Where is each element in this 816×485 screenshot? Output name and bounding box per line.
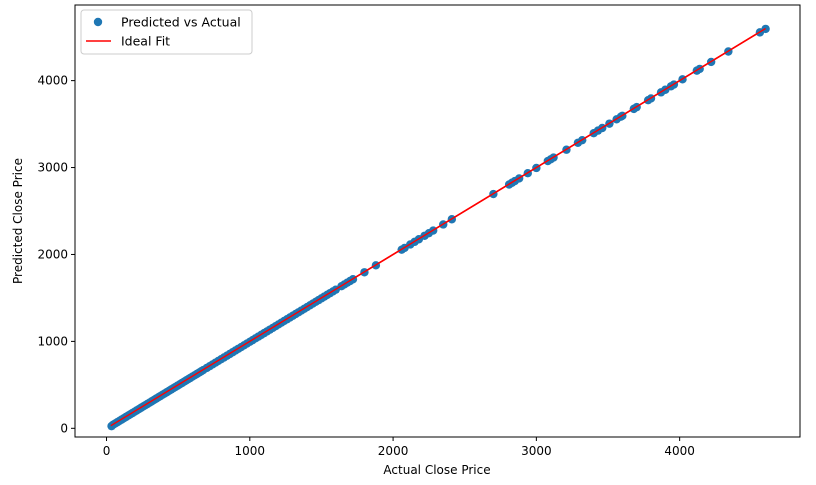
y-axis-label: Predicted Close Price [11,158,25,284]
x-tick-label: 0 [103,444,111,458]
y-tick-label: 0 [60,421,68,435]
plot-area [75,5,800,437]
scatter-points-layer [107,24,770,431]
legend-label-ideal-fit: Ideal Fit [121,34,170,49]
x-axis-label: Actual Close Price [383,463,490,477]
y-tick-label: 4000 [37,74,68,88]
x-tick-label: 2000 [378,444,409,458]
ideal-fit-line-overlay [110,27,766,427]
legend-label-predicted: Predicted vs Actual [121,15,241,30]
legend: Predicted vs Actual Ideal Fit [80,9,253,55]
legend-box [80,9,253,55]
legend-marker-predicted [93,17,103,27]
y-tick-label: 3000 [37,161,68,175]
x-tick-label: 1000 [235,444,266,458]
x-tick-label: 4000 [664,444,695,458]
y-tick-label: 2000 [37,247,68,261]
plot-frame [74,4,801,438]
x-tick-label: 3000 [521,444,552,458]
y-tick-label: 1000 [37,334,68,348]
x-axis-ticks: 0 1000 2000 3000 4000 [103,437,695,458]
y-axis-ticks: 0 1000 2000 3000 4000 [37,74,75,435]
